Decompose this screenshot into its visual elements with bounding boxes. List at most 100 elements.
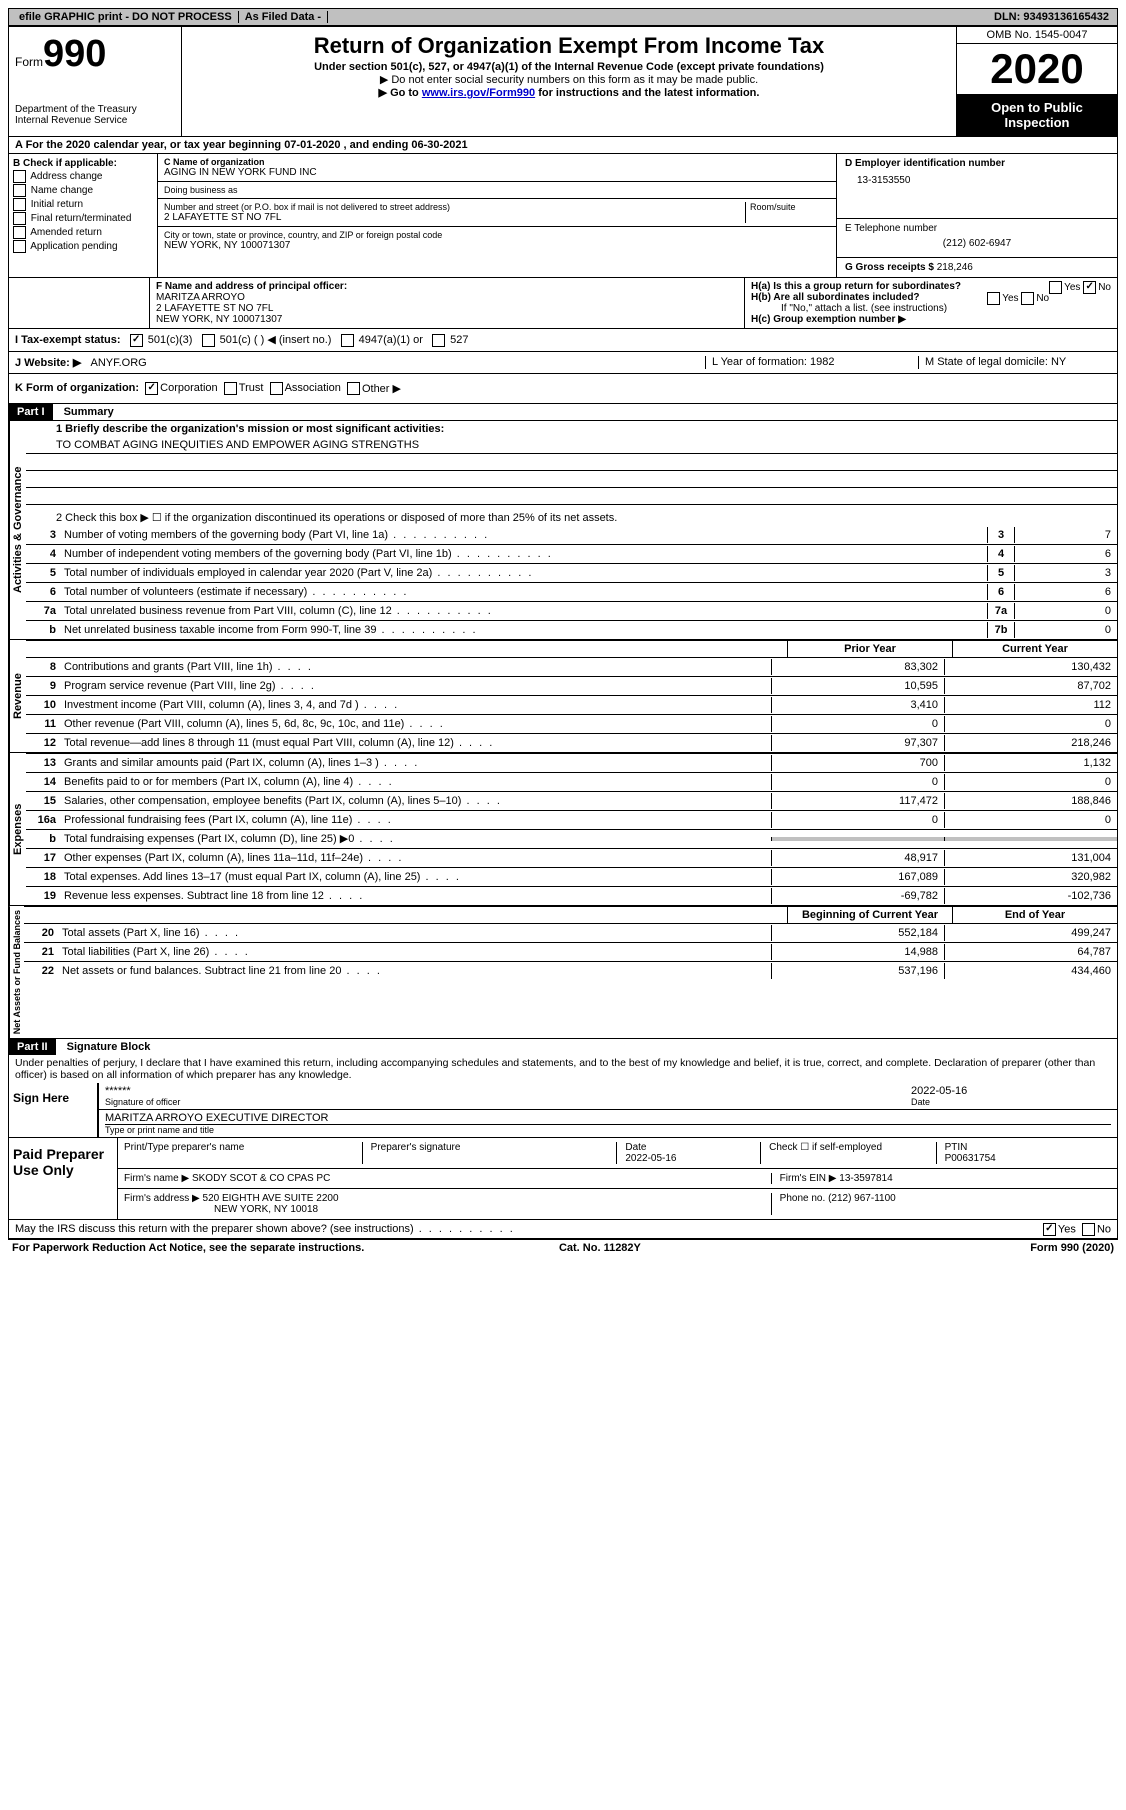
firm-addr1: 520 EIGHTH AVE SUITE 2200 bbox=[203, 1193, 339, 1204]
may-irs-discuss: May the IRS discuss this return with the… bbox=[15, 1223, 414, 1235]
expenses-label: Expenses bbox=[9, 753, 26, 905]
form-note2: ▶ Go to www.irs.gov/Form990 for instruct… bbox=[190, 86, 948, 99]
omb-number: OMB No. 1545-0047 bbox=[957, 27, 1117, 44]
firm-phone: (212) 967-1100 bbox=[828, 1193, 896, 1204]
year-formation: L Year of formation: 1982 bbox=[705, 356, 918, 369]
corp-check[interactable] bbox=[145, 382, 158, 395]
financial-line: 16aProfessional fundraising fees (Part I… bbox=[26, 810, 1117, 829]
financial-line: 15Salaries, other compensation, employee… bbox=[26, 791, 1117, 810]
revenue-label: Revenue bbox=[9, 640, 26, 752]
firm-name: SKODY SCOT & CO CPAS PC bbox=[192, 1173, 330, 1184]
eoy-header: End of Year bbox=[952, 907, 1117, 923]
state-domicile: M State of legal domicile: NY bbox=[918, 356, 1111, 369]
activities-gov-label: Activities & Governance bbox=[9, 421, 26, 639]
checkbox-item: Final return/terminated bbox=[13, 212, 153, 225]
discuss-no[interactable] bbox=[1082, 1223, 1095, 1236]
ha-yes[interactable] bbox=[1049, 281, 1062, 294]
tax-status-label: I Tax-exempt status: bbox=[15, 334, 121, 346]
current-year-header: Current Year bbox=[952, 641, 1117, 657]
ha-no[interactable] bbox=[1083, 281, 1096, 294]
part-i-header: Part I bbox=[9, 404, 53, 420]
checkbox-item: Application pending bbox=[13, 240, 153, 253]
checkbox-item: Initial return bbox=[13, 198, 153, 211]
ein-label: D Employer identification number bbox=[845, 158, 1005, 169]
part-i-title: Summary bbox=[56, 404, 122, 420]
part-ii-header: Part II bbox=[9, 1039, 56, 1055]
top-bar: efile GRAPHIC print - DO NOT PROCESS As … bbox=[8, 8, 1118, 26]
firm-addr2: NEW YORK, NY 10018 bbox=[214, 1204, 318, 1215]
financial-line: 11Other revenue (Part VIII, column (A), … bbox=[26, 714, 1117, 733]
form-title: Return of Organization Exempt From Incom… bbox=[190, 33, 948, 59]
financial-line: 12Total revenue—add lines 8 through 11 (… bbox=[26, 733, 1117, 752]
financial-line: 19Revenue less expenses. Subtract line 1… bbox=[26, 886, 1117, 905]
officer-name-title: MARITZA ARROYO EXECUTIVE DIRECTOR bbox=[105, 1112, 1111, 1124]
checkbox-item: Amended return bbox=[13, 226, 153, 239]
officer-name: MARITZA ARROYO bbox=[156, 292, 245, 303]
officer-label: F Name and address of principal officer: bbox=[156, 281, 347, 292]
summary-line: 7aTotal unrelated business revenue from … bbox=[26, 601, 1117, 620]
dln-label: DLN: 93493136165432 bbox=[994, 11, 1113, 23]
row-a-period: A For the 2020 calendar year, or tax yea… bbox=[9, 136, 1117, 153]
hb-yes[interactable] bbox=[987, 292, 1000, 305]
financial-line: 8Contributions and grants (Part VIII, li… bbox=[26, 657, 1117, 676]
cat-number: Cat. No. 11282Y bbox=[559, 1242, 641, 1254]
street-address: 2 LAFAYETTE ST NO 7FL bbox=[164, 212, 745, 223]
discuss-yes[interactable] bbox=[1043, 1223, 1056, 1236]
officer-addr1: 2 LAFAYETTE ST NO 7FL bbox=[156, 303, 273, 314]
boy-header: Beginning of Current Year bbox=[787, 907, 952, 923]
city-state-zip: NEW YORK, NY 100071307 bbox=[164, 240, 830, 251]
officer-addr2: NEW YORK, NY 100071307 bbox=[156, 314, 282, 325]
prior-year-header: Prior Year bbox=[787, 641, 952, 657]
perjury-statement: Under penalties of perjury, I declare th… bbox=[9, 1055, 1117, 1083]
gross-value: 218,246 bbox=[937, 262, 973, 273]
irs-link[interactable]: www.irs.gov/Form990 bbox=[422, 87, 535, 99]
summary-line: 5Total number of individuals employed in… bbox=[26, 563, 1117, 582]
dept-label: Department of the Treasury Internal Reve… bbox=[15, 104, 175, 126]
ptin-value: P00631754 bbox=[945, 1153, 996, 1164]
checkbox-item: Address change bbox=[13, 170, 153, 183]
netassets-label: Net Assets or Fund Balances bbox=[9, 906, 24, 1038]
part-ii-title: Signature Block bbox=[59, 1039, 159, 1055]
summary-line: 6Total number of volunteers (estimate if… bbox=[26, 582, 1117, 601]
open-inspection: Open to Public Inspection bbox=[957, 94, 1117, 136]
tel-label: E Telephone number bbox=[845, 223, 1109, 234]
ein-value: 13-3153550 bbox=[845, 169, 1109, 192]
efile-label: efile GRAPHIC print - DO NOT PROCESS bbox=[13, 11, 239, 23]
sign-here-label: Sign Here bbox=[9, 1083, 97, 1137]
org-name: AGING IN NEW YORK FUND INC bbox=[164, 167, 830, 178]
financial-line: bTotal fundraising expenses (Part IX, co… bbox=[26, 829, 1117, 848]
form-subtitle: Under section 501(c), 527, or 4947(a)(1)… bbox=[190, 61, 948, 73]
gross-label: G Gross receipts $ bbox=[845, 262, 937, 273]
financial-line: 17Other expenses (Part IX, column (A), l… bbox=[26, 848, 1117, 867]
website-label: J Website: ▶ bbox=[15, 357, 81, 369]
summary-line: bNet unrelated business taxable income f… bbox=[26, 620, 1117, 639]
line-2: 2 Check this box ▶ ☐ if the organization… bbox=[26, 505, 1117, 526]
tax-year: 2020 bbox=[957, 44, 1117, 94]
financial-line: 20Total assets (Part X, line 16)552,1844… bbox=[24, 923, 1117, 942]
column-b-checkboxes: B Check if applicable: Address change Na… bbox=[9, 154, 158, 277]
501c3-check[interactable] bbox=[130, 334, 143, 347]
checkbox-item: Name change bbox=[13, 184, 153, 197]
summary-line: 3Number of voting members of the governi… bbox=[26, 526, 1117, 544]
firm-ein: 13-3597814 bbox=[839, 1173, 892, 1184]
org-form-label: K Form of organization: bbox=[15, 382, 139, 395]
financial-line: 13Grants and similar amounts paid (Part … bbox=[26, 753, 1117, 772]
financial-line: 22Net assets or fund balances. Subtract … bbox=[24, 961, 1117, 980]
summary-line: 4Number of independent voting members of… bbox=[26, 544, 1117, 563]
financial-line: 21Total liabilities (Part X, line 26)14,… bbox=[24, 942, 1117, 961]
form-note1: ▶ Do not enter social security numbers o… bbox=[190, 73, 948, 86]
form-container: Form990 Department of the Treasury Inter… bbox=[8, 26, 1118, 1239]
paid-preparer-label: Paid Preparer Use Only bbox=[9, 1138, 117, 1219]
sig-date: 2022-05-16 bbox=[911, 1085, 1111, 1097]
form-footer: Form 990 (2020) bbox=[1030, 1242, 1114, 1254]
financial-line: 18Total expenses. Add lines 13–17 (must … bbox=[26, 867, 1117, 886]
financial-line: 9Program service revenue (Part VIII, lin… bbox=[26, 676, 1117, 695]
form-id: Form990 bbox=[15, 33, 175, 76]
asfiled-label: As Filed Data - bbox=[239, 11, 328, 23]
hb-no[interactable] bbox=[1021, 292, 1034, 305]
financial-line: 14Benefits paid to or for members (Part … bbox=[26, 772, 1117, 791]
financial-line: 10Investment income (Part VIII, column (… bbox=[26, 695, 1117, 714]
paperwork-notice: For Paperwork Reduction Act Notice, see … bbox=[12, 1242, 364, 1254]
tel-value: (212) 602-6947 bbox=[845, 234, 1109, 253]
website-value: ANYF.ORG bbox=[91, 357, 147, 369]
